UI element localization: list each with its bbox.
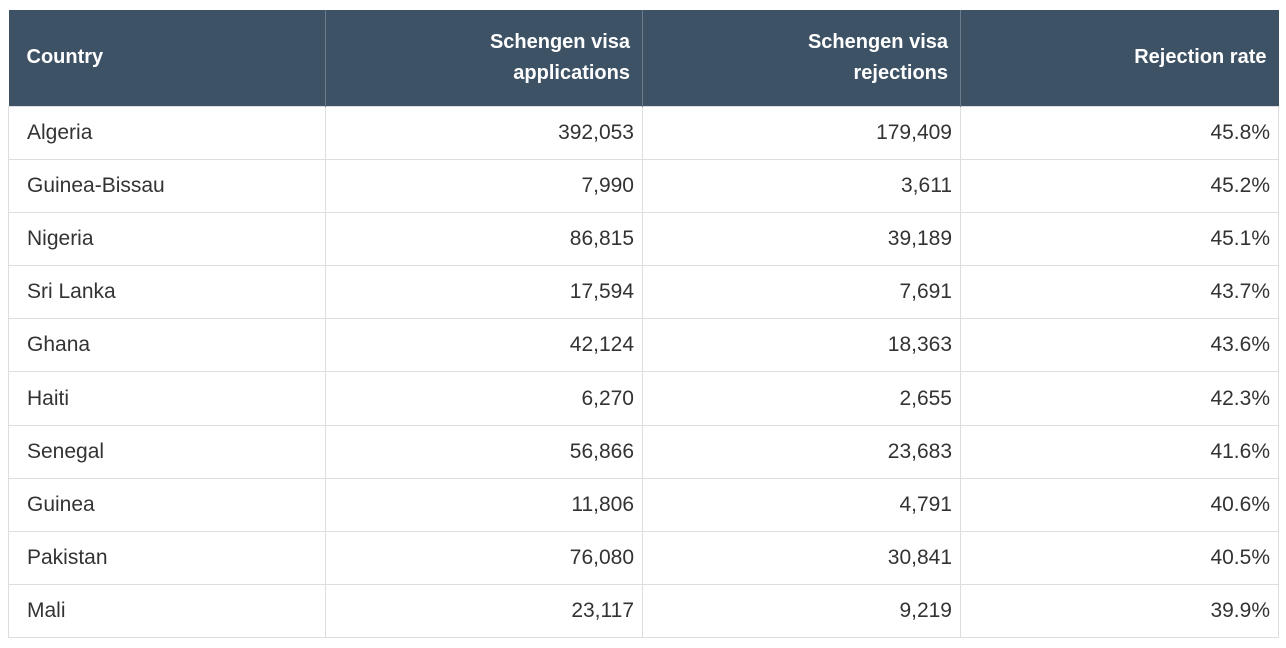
header-text: Rejection rate (1134, 46, 1267, 69)
number-cell: 2,655 (642, 371, 961, 426)
number-cell: 7,691 (642, 265, 961, 320)
number-cell: 41.6% (960, 424, 1279, 479)
country-cell: Mali (8, 584, 326, 639)
number-cell: 40.5% (960, 530, 1279, 586)
table-row: Ghana 42,124 18,363 43.6% (8, 318, 1279, 373)
number-cell: 3,611 (642, 158, 961, 213)
number-cell: 6,270 (325, 371, 643, 426)
column-header: Rejection rate (960, 10, 1279, 106)
number-cell: 7,990 (325, 158, 643, 213)
table-row: Algeria 392,053 179,409 45.8% (8, 105, 1279, 160)
number-cell: 39.9% (960, 584, 1279, 639)
table-body: Algeria 392,053 179,409 45.8% Guinea-Bissau 7… (8, 105, 1279, 639)
table-row: Senegal 56,866 23,683 41.6% (8, 424, 1279, 479)
number-cell: 11,806 (325, 477, 643, 533)
number-cell: 56,866 (325, 424, 643, 479)
number-cell: 43.6% (960, 318, 1279, 373)
table-row: Sri Lanka 17,594 7,691 43.7% (8, 265, 1279, 320)
country-cell: Senegal (8, 424, 326, 479)
country-cell: Nigeria (8, 211, 326, 267)
number-cell: 30,841 (642, 530, 961, 586)
column-header: Schengen visa rejections (642, 10, 961, 106)
number-cell: 45.2% (960, 158, 1279, 213)
column-header: Country (8, 10, 326, 106)
table-header: Country Schengen visa applications Schen… (8, 10, 1279, 106)
table-row: Pakistan 76,080 30,841 40.5% (8, 530, 1279, 586)
number-cell: 18,363 (642, 318, 961, 373)
number-cell: 45.1% (960, 211, 1279, 267)
number-cell: 45.8% (960, 105, 1279, 160)
number-cell: 39,189 (642, 211, 961, 267)
country-cell: Algeria (8, 105, 326, 160)
country-cell: Pakistan (8, 530, 326, 586)
data-table: Country Schengen visa applications Schen… (8, 10, 1279, 639)
number-cell: 42.3% (960, 371, 1279, 426)
table-row: Mali 23,117 9,219 39.9% (8, 584, 1279, 639)
number-cell: 43.7% (960, 265, 1279, 320)
number-cell: 4,791 (642, 477, 961, 533)
number-cell: 23,683 (642, 424, 961, 479)
number-cell: 9,219 (642, 584, 961, 639)
country-cell: Haiti (8, 371, 326, 426)
header-row: Country Schengen visa applications Schen… (8, 10, 1279, 106)
number-cell: 86,815 (325, 211, 643, 267)
table-row: Guinea 11,806 4,791 40.6% (8, 477, 1279, 533)
country-cell: Guinea (8, 477, 326, 533)
number-cell: 76,080 (325, 530, 643, 586)
number-cell: 23,117 (325, 584, 643, 639)
header-text: Schengen visa applications (489, 30, 630, 84)
country-cell: Sri Lanka (8, 265, 326, 320)
country-cell: Ghana (8, 318, 326, 373)
country-cell: Guinea-Bissau (8, 158, 326, 213)
header-text: Country (26, 46, 104, 69)
table-row: Guinea-Bissau 7,990 3,611 45.2% (8, 158, 1279, 213)
header-text: Schengen visa rejections (807, 30, 948, 84)
number-cell: 17,594 (325, 265, 643, 320)
column-header: Schengen visa applications (325, 10, 643, 106)
number-cell: 179,409 (642, 105, 961, 160)
number-cell: 40.6% (960, 477, 1279, 533)
table-row: Nigeria 86,815 39,189 45.1% (8, 211, 1279, 267)
number-cell: 42,124 (325, 318, 643, 373)
number-cell: 392,053 (325, 105, 643, 160)
table-row: Haiti 6,270 2,655 42.3% (8, 371, 1279, 426)
